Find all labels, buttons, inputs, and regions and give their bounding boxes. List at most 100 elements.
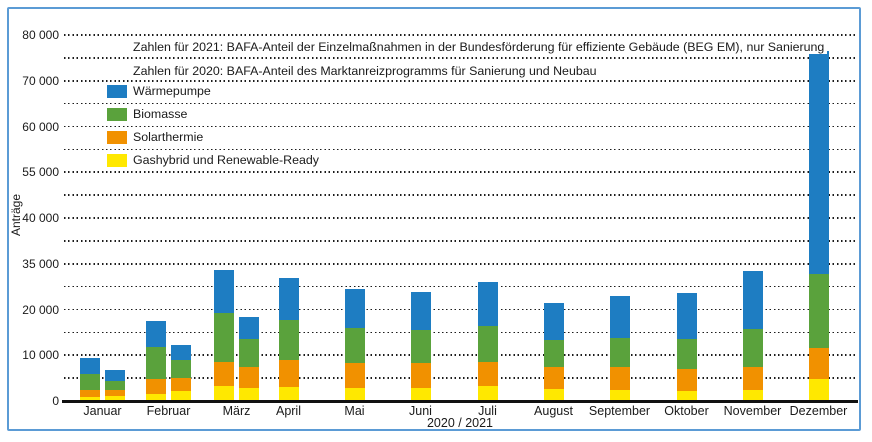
gridline: [64, 125, 857, 128]
bar-segment-gashybrid-und-renewable-ready: [80, 396, 100, 401]
legend-swatch-w-rmepumpe: [107, 85, 127, 98]
bar-segment-w-rmepumpe: [105, 370, 125, 381]
month-label: März: [222, 404, 251, 418]
bar-segment-w-rmepumpe: [609, 295, 630, 339]
bar-segment-solarthermie: [543, 367, 564, 390]
month-label: Januar: [83, 404, 122, 418]
gridline: [64, 308, 857, 311]
y-tick-label: 35 000: [22, 256, 59, 271]
bar-segment-gashybrid-und-renewable-ready: [171, 391, 191, 401]
legend-label: Wärmepumpe: [133, 84, 211, 98]
legend-swatch-biomasse: [107, 108, 127, 121]
bar-segment-solarthermie: [344, 363, 365, 389]
y-tick-label: 80 000: [22, 28, 59, 42]
bar-segment-biomasse: [344, 327, 365, 364]
bar-segment-w-rmepumpe: [344, 289, 365, 328]
bar-segment-solarthermie: [808, 348, 829, 380]
month-label: April: [275, 404, 301, 418]
bar-segment-gashybrid-und-renewable-ready: [808, 379, 829, 401]
bar-segment-gashybrid-und-renewable-ready: [742, 390, 763, 401]
gridline: [64, 102, 857, 105]
gridline: [64, 57, 857, 59]
legend-swatch-solarthermie: [107, 131, 127, 144]
bar-segment-biomasse: [80, 374, 100, 390]
gridline: [64, 171, 857, 174]
bar-segment-w-rmepumpe: [742, 271, 763, 330]
legend-label: Solarthermie: [133, 130, 204, 144]
bar-segment-biomasse: [808, 273, 829, 349]
bar-segment-solarthermie: [171, 378, 191, 392]
bar-segment-solarthermie: [146, 379, 166, 395]
bar-segment-gashybrid-und-renewable-ready: [344, 388, 365, 401]
gridline: [64, 240, 857, 242]
note-2020: Zahlen für 2020: BAFA-Anteil des Marktan…: [133, 63, 600, 78]
gridline: [64, 34, 857, 36]
bar-segment-biomasse: [105, 380, 125, 390]
bar-segment-solarthermie: [105, 389, 125, 397]
month-label: Mai: [344, 404, 365, 418]
gridline: [64, 354, 857, 357]
gridline: [64, 148, 857, 151]
bar-segment-gashybrid-und-renewable-ready: [239, 387, 259, 401]
bar-segment-w-rmepumpe: [676, 293, 697, 339]
bar-segment-biomasse: [410, 330, 431, 363]
bar-segment-biomasse: [171, 360, 191, 379]
bar-segment-w-rmepumpe: [543, 303, 564, 340]
month-label: August: [534, 404, 573, 418]
x-axis-title: 2020 / 2021: [426, 416, 494, 430]
figure-border: [7, 7, 861, 431]
legend-swatch-gashybrid-und-renewable-ready: [107, 154, 127, 167]
y-tick-label: 60 000: [22, 119, 59, 134]
month-label: September: [588, 404, 651, 418]
bar-segment-gashybrid-und-renewable-ready: [543, 389, 564, 401]
bar-segment-gashybrid-und-renewable-ready: [105, 396, 125, 401]
bar-segment-gashybrid-und-renewable-ready: [410, 388, 431, 401]
bar-segment-biomasse: [609, 338, 630, 367]
bar-segment-gashybrid-und-renewable-ready: [278, 387, 299, 401]
bar-segment-w-rmepumpe: [477, 282, 498, 326]
gridline: [64, 194, 857, 196]
y-tick-label: 10 000: [22, 348, 59, 363]
bar-segment-gashybrid-und-renewable-ready: [609, 390, 630, 401]
gridline: [64, 285, 857, 288]
month-label: Juni: [409, 404, 432, 418]
bar-segment-w-rmepumpe: [214, 270, 234, 314]
bar-segment-w-rmepumpe: [239, 316, 259, 340]
bar-segment-solarthermie: [278, 360, 299, 388]
gridline: [64, 377, 857, 379]
month-label: Juli: [478, 404, 497, 418]
bar-segment-solarthermie: [609, 366, 630, 391]
bar-segment-gashybrid-und-renewable-ready: [146, 394, 166, 401]
legend-label: Gashybrid und Renewable-Ready: [133, 153, 319, 167]
y-tick-label: 0: [52, 394, 59, 408]
bar-segment-biomasse: [239, 339, 259, 368]
bar-segment-solarthermie: [477, 361, 498, 386]
bar-segment-solarthermie: [410, 362, 431, 389]
bar-segment-gashybrid-und-renewable-ready: [214, 385, 234, 401]
month-label: November: [723, 404, 782, 418]
bar-segment-biomasse: [477, 325, 498, 362]
month-label: Dezember: [789, 404, 848, 418]
bar-segment-solarthermie: [742, 367, 763, 391]
bar-segment-biomasse: [146, 347, 166, 380]
bar-segment-w-rmepumpe: [808, 51, 829, 274]
gridline: [64, 262, 857, 265]
bar-segment-biomasse: [676, 338, 697, 370]
bar-segment-biomasse: [278, 320, 299, 361]
gridline: [64, 331, 857, 334]
note-2021: Zahlen für 2021: BAFA-Anteil der Einzelm…: [133, 40, 828, 54]
bar-segment-solarthermie: [214, 361, 234, 386]
bar-segment-w-rmepumpe: [278, 277, 299, 320]
x-axis-line: [62, 399, 858, 403]
y-tick-label: 55 000: [22, 165, 59, 180]
gridline: [64, 217, 857, 219]
bar-segment-w-rmepumpe: [171, 345, 191, 361]
bar-segment-w-rmepumpe: [146, 320, 166, 348]
bar-segment-w-rmepumpe: [410, 292, 431, 331]
gridline: [64, 79, 857, 82]
bar-segment-gashybrid-und-renewable-ready: [676, 391, 697, 401]
bar-segment-solarthermie: [676, 369, 697, 392]
y-tick-label: 20 000: [22, 302, 59, 317]
bar-segment-biomasse: [742, 329, 763, 368]
